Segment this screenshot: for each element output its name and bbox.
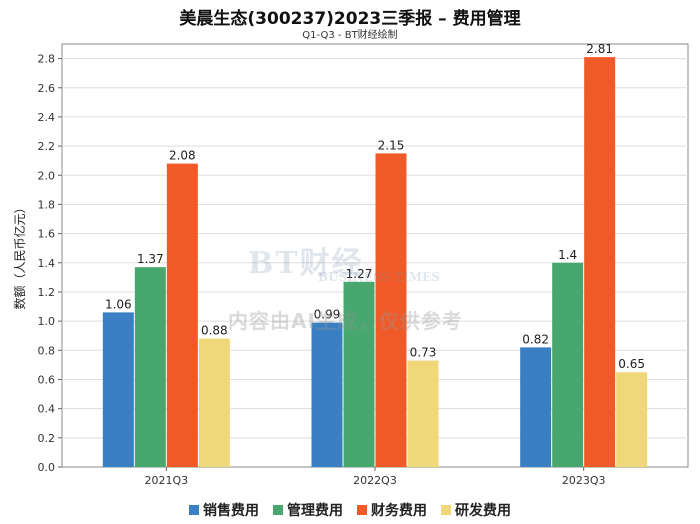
y-tick-label: 0.4 (38, 403, 56, 416)
watermark-logo: BT财经 (248, 246, 364, 281)
legend-item-sales[interactable]: 销售费用 (189, 500, 259, 520)
y-tick-label: 0.0 (38, 461, 56, 474)
bar (407, 360, 439, 467)
y-tick-label: 2.4 (38, 111, 56, 124)
bar (616, 372, 648, 467)
bar (166, 163, 198, 467)
legend: 销售费用 管理费用 财务费用 研发费用 (0, 500, 700, 520)
data-label: 2.81 (586, 42, 613, 56)
data-label: 1.06 (105, 297, 132, 311)
y-tick-label: 1.6 (38, 228, 56, 241)
data-label: 2.08 (169, 149, 196, 163)
bar (311, 322, 343, 467)
y-tick-label: 0.8 (38, 344, 56, 357)
y-axis-label: 数额（人民币亿元） (12, 201, 27, 309)
data-label: 0.73 (410, 346, 437, 360)
y-tick-label: 2.2 (38, 140, 56, 153)
y-tick-label: 2.8 (38, 53, 56, 66)
watermark-subtitle: BUSINESS TIMES (318, 270, 440, 284)
x-tick-label: 2021Q3 (145, 474, 189, 487)
plot-area (61, 43, 689, 468)
data-label: 2.15 (378, 138, 405, 152)
y-tick-label: 1.2 (38, 286, 56, 299)
legend-item-admin[interactable]: 管理费用 (273, 500, 343, 520)
bar (375, 153, 407, 467)
bar (343, 281, 375, 467)
legend-item-rnd[interactable]: 研发费用 (441, 500, 511, 520)
y-tick-label: 1.4 (38, 257, 56, 270)
chart-title: 美晨生态(300237)2023三季报 – 费用管理 (179, 9, 521, 29)
y-tick-label: 0.6 (38, 373, 56, 386)
bar (198, 338, 230, 467)
legend-label: 财务费用 (371, 503, 427, 519)
y-tick-label: 1.8 (38, 198, 56, 211)
data-label: 0.88 (201, 324, 228, 338)
legend-item-finance[interactable]: 财务费用 (357, 500, 427, 520)
data-label: 0.99 (314, 308, 341, 322)
y-tick-label: 1.0 (38, 315, 56, 328)
y-tick-label: 2.0 (38, 169, 56, 182)
legend-swatch (441, 505, 451, 515)
data-label: 1.27 (346, 267, 373, 281)
x-tick-label: 2022Q3 (353, 474, 397, 487)
data-label: 0.65 (618, 357, 645, 371)
y-tick-label: 2.6 (38, 82, 56, 95)
data-label: 1.37 (137, 252, 164, 266)
legend-label: 管理费用 (287, 503, 343, 519)
x-tick-label: 2023Q3 (562, 474, 606, 487)
legend-swatch (189, 505, 199, 515)
bar (134, 267, 166, 467)
chart-subtitle: Q1-Q3 - BT财经绘制 (302, 30, 398, 41)
bar (520, 347, 552, 467)
legend-swatch (273, 505, 283, 515)
y-tick-label: 0.2 (38, 432, 56, 445)
bar (102, 312, 134, 467)
bar (552, 262, 584, 467)
legend-label: 研发费用 (455, 503, 511, 519)
data-label: 1.4 (558, 248, 577, 262)
legend-label: 销售费用 (203, 503, 259, 519)
bar (584, 57, 616, 467)
data-label: 0.82 (522, 332, 549, 346)
watermark-text: 内容由AI生成，仅供参考 (228, 309, 463, 333)
legend-swatch (357, 505, 367, 515)
